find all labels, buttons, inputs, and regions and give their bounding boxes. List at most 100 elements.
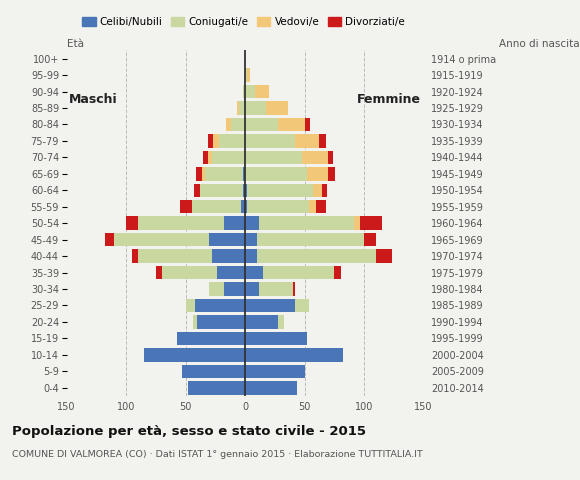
- Bar: [266, 101, 288, 115]
- Bar: [237, 101, 239, 115]
- Bar: [278, 118, 304, 131]
- Bar: [295, 134, 319, 148]
- Bar: [245, 216, 259, 230]
- Bar: [295, 299, 309, 312]
- Bar: [245, 381, 298, 395]
- Legend: Celibi/Nubili, Coniugati/e, Vedovi/e, Divorziati/e: Celibi/Nubili, Coniugati/e, Vedovi/e, Di…: [78, 12, 409, 31]
- Bar: [259, 282, 293, 296]
- Bar: [196, 167, 202, 180]
- Bar: [188, 381, 245, 395]
- Bar: [255, 85, 269, 98]
- Bar: [309, 200, 317, 214]
- Text: Età: Età: [67, 39, 84, 49]
- Bar: [245, 348, 343, 361]
- Bar: [257, 250, 376, 263]
- Bar: [245, 85, 255, 98]
- Bar: [162, 266, 216, 279]
- Bar: [317, 200, 326, 214]
- Bar: [186, 299, 195, 312]
- Bar: [263, 266, 334, 279]
- Bar: [313, 183, 322, 197]
- Bar: [195, 299, 245, 312]
- Bar: [197, 315, 245, 329]
- Bar: [304, 118, 310, 131]
- Bar: [328, 151, 333, 164]
- Bar: [307, 167, 328, 180]
- Bar: [191, 200, 241, 214]
- Bar: [354, 216, 360, 230]
- Bar: [328, 167, 335, 180]
- Text: COMUNE DI VALMOREA (CO) · Dati ISTAT 1° gennaio 2015 · Elaborazione TUTTITALIA.I: COMUNE DI VALMOREA (CO) · Dati ISTAT 1° …: [12, 450, 422, 459]
- Bar: [245, 233, 257, 246]
- Bar: [245, 134, 295, 148]
- Bar: [248, 200, 309, 214]
- Bar: [200, 183, 242, 197]
- Bar: [245, 299, 295, 312]
- Text: Popolazione per età, sesso e stato civile - 2015: Popolazione per età, sesso e stato civil…: [12, 425, 365, 438]
- Bar: [364, 233, 376, 246]
- Text: Maschi: Maschi: [69, 93, 118, 106]
- Bar: [213, 134, 219, 148]
- Bar: [205, 167, 242, 180]
- Bar: [204, 151, 208, 164]
- Bar: [231, 118, 245, 131]
- Bar: [334, 266, 342, 279]
- Bar: [224, 216, 245, 230]
- Bar: [293, 282, 295, 296]
- Bar: [257, 233, 364, 246]
- Bar: [360, 216, 382, 230]
- Bar: [245, 167, 307, 180]
- Bar: [224, 282, 245, 296]
- Bar: [156, 266, 162, 279]
- Bar: [216, 266, 245, 279]
- Bar: [144, 348, 245, 361]
- Bar: [248, 183, 313, 197]
- Bar: [212, 250, 245, 263]
- Bar: [202, 167, 205, 180]
- Bar: [242, 183, 245, 197]
- Bar: [138, 216, 224, 230]
- Bar: [114, 233, 209, 246]
- Bar: [226, 118, 231, 131]
- Bar: [245, 332, 307, 345]
- Bar: [209, 233, 245, 246]
- Bar: [302, 151, 328, 164]
- Bar: [245, 101, 266, 115]
- Bar: [241, 200, 245, 214]
- Bar: [193, 315, 197, 329]
- Bar: [319, 134, 326, 148]
- Bar: [194, 183, 200, 197]
- Bar: [245, 250, 257, 263]
- Bar: [239, 101, 245, 115]
- Text: Anno di nascita: Anno di nascita: [499, 39, 579, 49]
- Bar: [322, 183, 327, 197]
- Bar: [245, 118, 278, 131]
- Bar: [245, 365, 304, 378]
- Bar: [245, 151, 302, 164]
- Bar: [132, 250, 138, 263]
- Bar: [245, 266, 263, 279]
- Bar: [242, 85, 245, 98]
- Bar: [242, 167, 245, 180]
- Bar: [245, 68, 248, 82]
- Bar: [245, 315, 278, 329]
- Bar: [180, 200, 191, 214]
- Bar: [376, 250, 393, 263]
- Bar: [248, 68, 250, 82]
- Bar: [245, 200, 248, 214]
- Bar: [209, 282, 224, 296]
- Text: Femmine: Femmine: [357, 93, 421, 106]
- Bar: [245, 183, 248, 197]
- Bar: [138, 250, 212, 263]
- Bar: [105, 233, 114, 246]
- Bar: [208, 151, 212, 164]
- Bar: [245, 282, 259, 296]
- Bar: [278, 315, 284, 329]
- Bar: [182, 365, 245, 378]
- Bar: [219, 134, 245, 148]
- Bar: [208, 134, 213, 148]
- Bar: [259, 216, 354, 230]
- Bar: [212, 151, 245, 164]
- Bar: [126, 216, 138, 230]
- Bar: [177, 332, 245, 345]
